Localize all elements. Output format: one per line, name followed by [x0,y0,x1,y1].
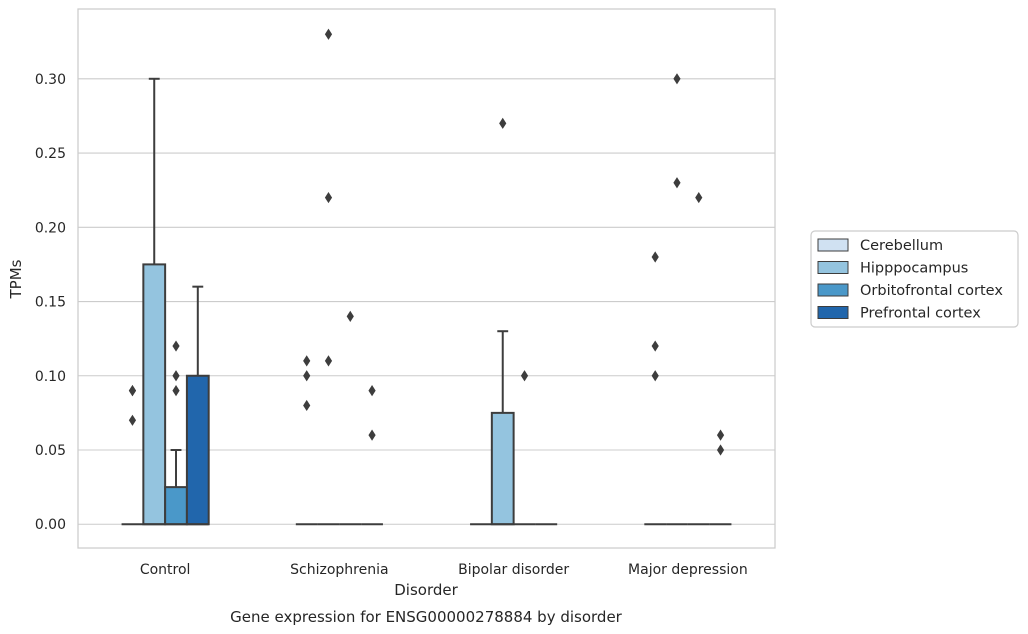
y-tick-label: 0.25 [35,146,66,162]
outlier-point [673,73,681,85]
outlier-point [128,385,137,397]
y-tick-label: 0.05 [35,443,66,459]
box-orbitofrontal-cortex [164,340,188,526]
box-body [164,486,188,526]
x-tick-label: Major depression [628,562,748,578]
outlier-point [651,370,659,382]
outlier-point [651,340,659,352]
box-layer [121,28,732,526]
box-cerebellum [121,385,144,526]
legend: Cerebellum Hipppocampus Orbitofrontal cort… [810,230,1019,328]
outlier-point [499,117,507,129]
chart-title: Gene expression for ENSG00000278884 by d… [230,608,623,626]
x-tick-label: Schizophrenia [290,562,388,578]
outlier-point [673,177,681,189]
legend-label: Cerebellum [860,238,943,254]
outlier-point [303,355,311,367]
y-tick-label: 0.20 [35,220,66,236]
outlier-point [303,370,311,382]
outlier-point [303,399,311,412]
box-prefrontal-cortex [185,285,210,526]
box-orbitofrontal-cortex [339,310,362,526]
outlier-point [716,444,725,456]
outlier-point [520,370,529,382]
y-tick-label: 0.10 [35,369,66,385]
x-tick-label: Bipolar disorder [458,562,569,578]
legend-swatch [817,238,849,252]
box-hipppocampus [317,28,340,526]
y-tick-label: 0.30 [35,72,66,88]
outlier-point [346,310,354,322]
y-tick-label: 0.15 [35,295,66,311]
outlier-point [324,191,333,204]
x-axis-ticks: Control Schizophrenia Bipolar disorder Majo… [140,562,748,578]
y-axis-title: TPMs [7,259,25,299]
outlier-point [695,191,703,204]
box-cerebellum [295,355,318,526]
plot-frame [77,8,776,549]
outlier-point [172,340,180,352]
legend-swatch [817,306,849,319]
box-prefrontal-cortex [709,429,732,526]
outlier-point [172,370,180,382]
box-cerebellum [644,251,667,526]
box-hipppocampus [142,77,167,526]
outlier-point [716,429,725,441]
y-tick-label: 0.00 [35,517,66,533]
box-orbitofrontal-cortex [513,370,536,526]
legend-swatch [817,283,849,297]
outlier-point [172,385,180,397]
legend-frame [810,230,1019,328]
legend-swatch [817,261,849,274]
grid-lines [78,78,775,525]
box-prefrontal-cortex [361,385,383,526]
box-body [490,411,515,526]
box-hipppocampus [666,73,688,526]
box-orbitofrontal-cortex [687,191,710,526]
outlier-point [324,355,333,367]
outlier-point [368,385,376,397]
outlier-point [368,429,376,441]
legend-label: Hipppocampus [860,261,968,277]
box-body [185,374,210,526]
y-axis-ticks: 0.00 0.05 0.10 0.15 0.20 0.25 0.30 [35,72,66,533]
x-axis-title: Disorder [394,581,458,599]
x-tick-label: Control [140,562,191,578]
box-body [142,263,167,526]
outlier-point [324,28,333,40]
outlier-point [128,414,137,426]
outlier-point [651,251,659,263]
box-hipppocampus [490,117,515,526]
legend-label: Orbitofrontal cortex [860,283,1003,299]
legend-label: Prefrontal cortex [860,306,981,322]
